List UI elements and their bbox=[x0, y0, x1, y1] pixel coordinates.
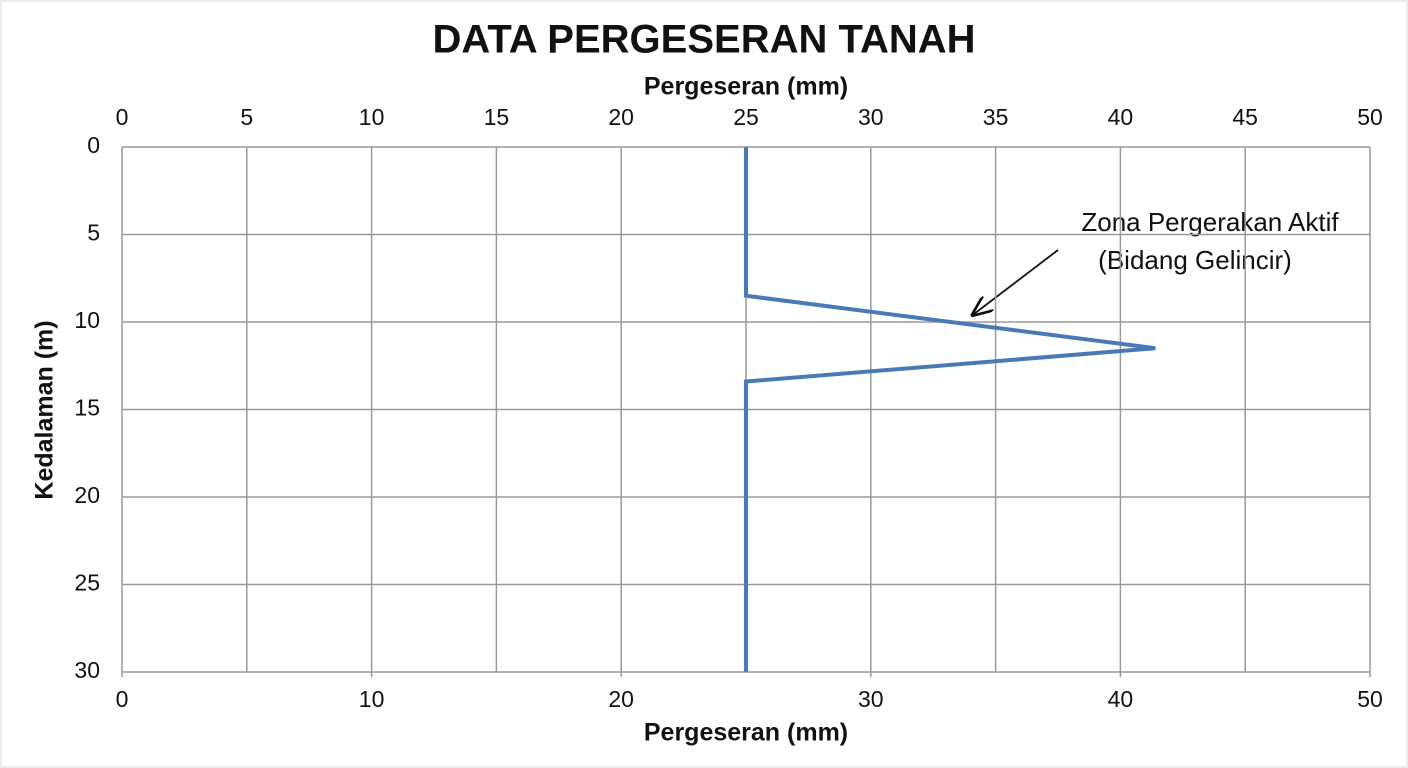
y-tick-label: 20 bbox=[74, 482, 100, 508]
x2-tick-label: 50 bbox=[1357, 104, 1383, 130]
y-tick-label: 5 bbox=[87, 220, 100, 246]
x-tick-label: 10 bbox=[359, 686, 385, 712]
x2-axis-title: Pergeseran (mm) bbox=[644, 73, 848, 101]
y-tick-label: 0 bbox=[87, 132, 100, 158]
x2-tick-label: 15 bbox=[484, 104, 510, 130]
x-tick-label: 50 bbox=[1357, 686, 1383, 712]
x2-tick-label: 20 bbox=[608, 104, 634, 130]
x2-tick-label: 0 bbox=[116, 104, 129, 130]
annotation-arrow bbox=[974, 249, 1059, 314]
x2-tick-label: 10 bbox=[359, 104, 385, 130]
y-tick-label: 25 bbox=[74, 570, 100, 596]
y-tick-label: 30 bbox=[74, 657, 100, 683]
x2-tick-label: 40 bbox=[1108, 104, 1134, 130]
data-line bbox=[744, 147, 1156, 672]
x2-tick-label: 45 bbox=[1232, 104, 1258, 130]
x-tick-label: 30 bbox=[858, 686, 884, 712]
x2-tick-label: 35 bbox=[983, 104, 1009, 130]
chart-title: DATA PERGESERAN TANAH bbox=[433, 18, 976, 62]
x-tick-label: 20 bbox=[608, 686, 634, 712]
y-axis-title: Kedalaman (m) bbox=[31, 320, 59, 499]
x-tick-label: 0 bbox=[116, 686, 129, 712]
annotation: Zona Pergerakan Aktif bbox=[1081, 207, 1339, 237]
x2-tick-label: 5 bbox=[240, 104, 253, 130]
x2-tick-label: 30 bbox=[858, 104, 884, 130]
x2-tick-label: 25 bbox=[733, 104, 759, 130]
x-tick-label: 40 bbox=[1108, 686, 1134, 712]
y-tick-label: 10 bbox=[74, 307, 100, 333]
annotation: (Bidang Gelincir) bbox=[1098, 245, 1292, 275]
x-axis-title: Pergeseran (mm) bbox=[644, 719, 848, 747]
y-tick-label: 15 bbox=[74, 395, 100, 421]
